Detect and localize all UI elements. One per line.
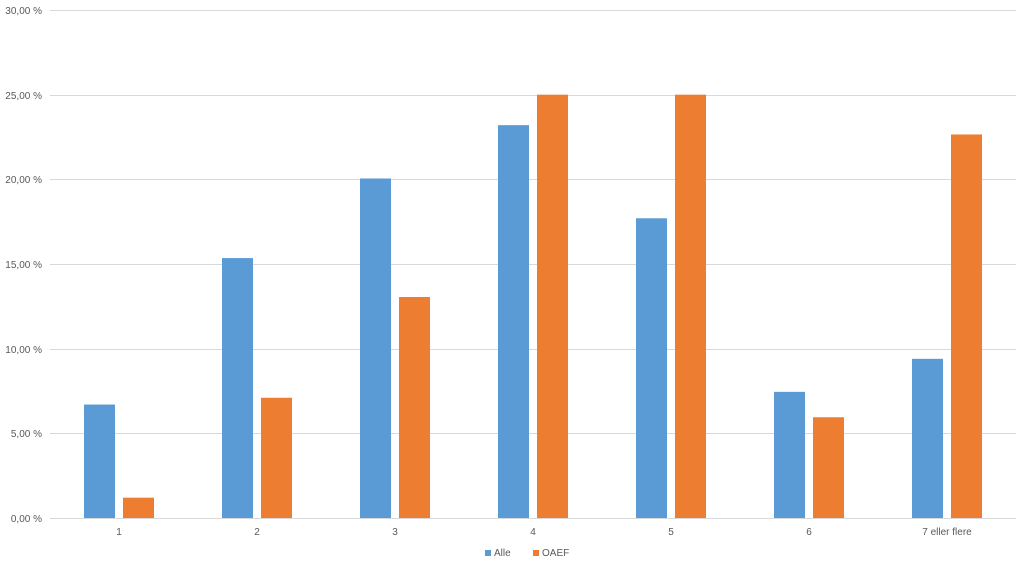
bar-alle-6 — [774, 391, 805, 518]
bar-oaef-5 — [675, 94, 706, 519]
legend-swatch-oaef — [533, 550, 539, 556]
bar-oaef-7 — [951, 134, 982, 518]
x-tick-label: 3 — [392, 527, 398, 538]
bar-alle-2 — [222, 258, 253, 518]
y-tick-label: 15,00 % — [5, 260, 42, 271]
bar-oaef-1 — [123, 497, 154, 518]
x-tick-label: 7 eller flere — [922, 527, 972, 538]
legend-label-alle: Alle — [494, 548, 511, 559]
bars — [84, 94, 982, 519]
x-tick-label: 5 — [668, 527, 674, 538]
x-tick-label: 4 — [530, 527, 536, 538]
x-tick-label: 2 — [254, 527, 260, 538]
bar-oaef-2 — [261, 397, 292, 518]
y-tick-label: 5,00 % — [11, 429, 42, 440]
bar-alle-1 — [84, 404, 115, 518]
gridlines — [50, 10, 1016, 519]
legend-swatch-alle — [485, 550, 491, 556]
y-tick-label: 20,00 % — [5, 175, 42, 186]
y-axis: 0,00 % 5,00 % 10,00 % 15,00 % 20,00 % 25,00 %… — [5, 6, 42, 525]
y-tick-label: 10,00 % — [5, 345, 42, 356]
bar-alle-4 — [498, 125, 529, 518]
x-tick-label: 1 — [116, 527, 122, 538]
y-tick-label: 0,00 % — [11, 514, 42, 525]
bar-oaef-6 — [813, 417, 844, 518]
bar-oaef-4 — [537, 94, 568, 519]
bar-alle-5 — [636, 218, 667, 518]
x-tick-label: 6 — [806, 527, 812, 538]
y-tick-label: 30,00 % — [5, 6, 42, 17]
x-axis: 1 2 3 4 5 6 7 eller flere — [50, 518, 1016, 538]
bar-alle-3 — [360, 178, 391, 518]
bar-alle-7 — [912, 358, 943, 518]
y-tick-label: 25,00 % — [5, 91, 42, 102]
legend-label-oaef: OAEF — [542, 548, 569, 559]
bar-oaef-3 — [399, 297, 430, 518]
legend: Alle OAEF — [485, 548, 569, 559]
